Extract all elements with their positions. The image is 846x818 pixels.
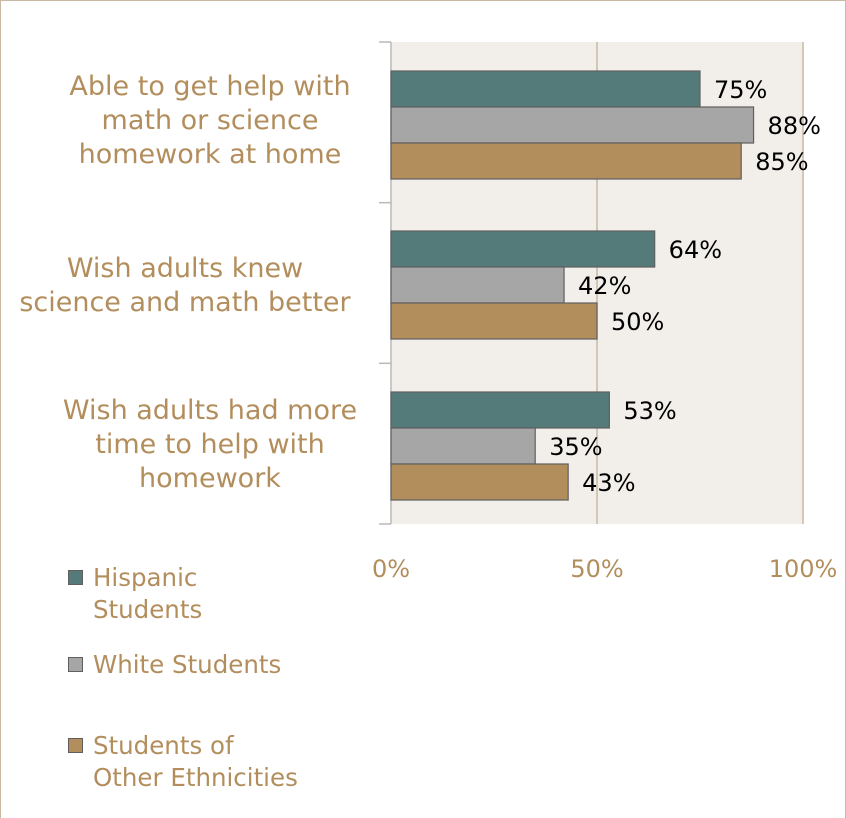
x-tick-label-1: 50% — [570, 555, 623, 583]
data-label-series1-cat0: 88% — [768, 112, 821, 140]
category-label-1: Wish adults knew science and math better — [19, 253, 351, 318]
bar-series1-cat1 — [390, 266, 565, 304]
legend-label-hispanic: Hispanic Students — [93, 563, 203, 624]
data-label-series0-cat0: 75% — [714, 76, 767, 104]
legend-swatch-white — [68, 657, 83, 672]
legend-label-other: Students of Other Ethnicities — [93, 731, 298, 792]
bar-series0-cat0 — [390, 70, 701, 108]
data-label-series0-cat2: 53% — [623, 397, 676, 425]
bar-series2-cat0 — [390, 142, 742, 180]
data-label-series1-cat1: 42% — [578, 272, 631, 300]
data-label-series2-cat0: 85% — [755, 148, 808, 176]
legend-swatch-other — [68, 738, 83, 753]
data-label-series1-cat2: 35% — [549, 433, 602, 461]
bar-series1-cat0 — [390, 106, 755, 144]
category-label-0: Able to get help with math or science ho… — [69, 71, 351, 170]
data-label-series2-cat1: 50% — [611, 308, 664, 336]
category-label-2: Wish adults had more time to help with h… — [62, 395, 358, 494]
bar-series0-cat2 — [390, 391, 610, 429]
legend-swatch-hispanic — [68, 570, 83, 585]
legend-label-white: White Students — [93, 650, 282, 679]
bar-series2-cat1 — [390, 302, 598, 340]
data-label-series0-cat1: 64% — [669, 236, 722, 264]
data-label-series2-cat2: 43% — [582, 469, 635, 497]
bar-series2-cat2 — [390, 463, 569, 501]
bar-series1-cat2 — [390, 427, 536, 465]
bar-series0-cat1 — [390, 230, 656, 268]
x-tick-label-0: 0% — [372, 555, 410, 583]
x-tick-label-2: 100% — [769, 555, 838, 583]
